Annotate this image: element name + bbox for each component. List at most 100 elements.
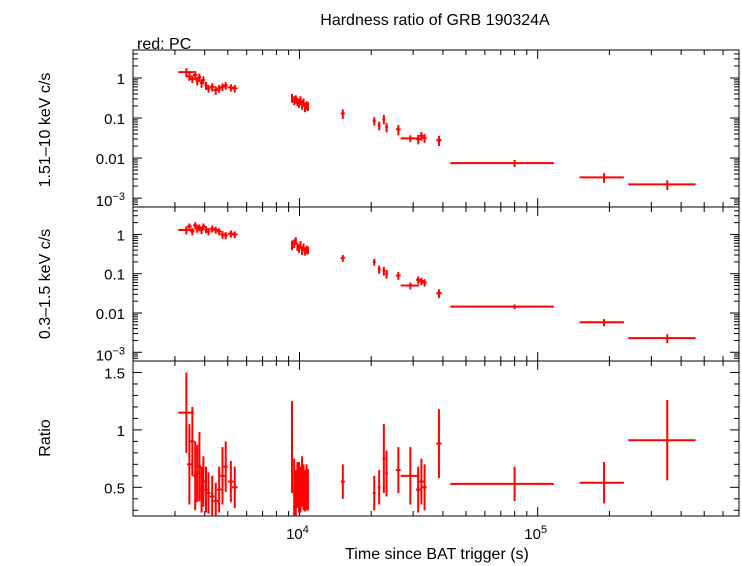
hard-y-tick-label: 0.1 (104, 111, 125, 128)
soft-data-point (195, 225, 199, 233)
hard-data-point (294, 95, 297, 104)
ratio-data-point (290, 401, 294, 494)
chart-title: Hardness ratio of GRB 190324A (320, 12, 550, 29)
soft-data-point (628, 334, 696, 344)
hard-data-point (302, 98, 305, 107)
hard-data-point (415, 134, 421, 145)
soft-data-point (186, 223, 192, 230)
soft-data-point (415, 276, 421, 284)
ratio-y-tick-label: 0.5 (104, 480, 125, 497)
hard-data-point (195, 77, 199, 86)
soft-data-point (201, 223, 205, 230)
hard-data-point (197, 73, 202, 82)
soft-data-point (213, 226, 219, 234)
ratio-data-point (382, 424, 386, 494)
soft-data-point (372, 258, 376, 266)
soft-data-point (294, 237, 297, 245)
hard-data-point (186, 72, 192, 81)
hard-data-point (372, 117, 376, 126)
soft-band-panel: 1 0.1 0.01 10−3 (96, 206, 740, 364)
hard-data-point (306, 102, 309, 111)
ratio-data-point (216, 466, 222, 513)
soft-data-point (450, 304, 554, 310)
soft-data-point (190, 228, 195, 236)
soft-data-point (377, 265, 381, 274)
ratio-y-tick-label: 1 (117, 423, 125, 440)
ratio-data-point (377, 470, 381, 505)
ratio-data-point (195, 444, 199, 503)
hard-data-point (422, 133, 427, 143)
ratio-data-point (178, 372, 194, 453)
ratio-data-point (385, 450, 388, 497)
ratio-data-point (436, 409, 442, 479)
hard-data-point (190, 75, 195, 83)
hard-data-point (209, 83, 215, 92)
soft-y-tick-label: 1 (117, 227, 125, 244)
hard-band-panel: 1 0.1 0.01 10−3 (96, 49, 740, 210)
soft-data-point (436, 289, 442, 299)
soft-data-point (197, 224, 202, 232)
ratio-data-point (294, 470, 297, 516)
ratio-data-point (209, 475, 215, 516)
hard-data-point (178, 68, 194, 78)
ratio-data-point (579, 462, 624, 504)
ratio-data-point (296, 462, 299, 508)
ratio-data-point (628, 400, 696, 481)
x-axis-label: Time since BAT trigger (s) (345, 546, 529, 563)
soft-data-point (299, 241, 302, 250)
hard-data-point (385, 122, 388, 133)
ratio-frame (132, 360, 740, 517)
soft-data-point (206, 228, 211, 236)
ratio-data-point (204, 466, 208, 513)
hard-data-point (340, 109, 345, 119)
hard-data-point (628, 180, 696, 190)
hard-data-point (579, 173, 624, 183)
ratio-data-point (186, 424, 192, 505)
hard-data-point (192, 70, 198, 80)
hard-data-point (206, 84, 211, 93)
hard-y-tick-label: 0.01 (96, 151, 125, 168)
ratio-data-point (419, 458, 424, 505)
soft-data-point (290, 240, 294, 251)
hard-data-point (216, 84, 222, 93)
x-tick-label: 104 (286, 524, 309, 543)
ratio-data-point (395, 447, 401, 494)
hard-data-point (231, 84, 238, 93)
ratio-data-point (231, 466, 238, 508)
soft-band-y-axis-label: 0.3–1.5 keV c/s (37, 229, 54, 339)
soft-data-point (204, 226, 208, 234)
ratio-data-point (340, 464, 345, 499)
ratio-data-point (415, 466, 421, 513)
ratio-y-axis-label: Ratio (37, 419, 54, 456)
hard-band-y-axis-label: 1.51–10 keV c/s (37, 73, 54, 188)
soft-data-point (385, 269, 388, 279)
soft-data-point (306, 246, 309, 255)
hard-data-point (436, 135, 442, 147)
soft-data-point (422, 279, 427, 287)
ratio-data-point (400, 447, 420, 505)
hard-data-point (220, 83, 225, 92)
ratio-data-point (197, 432, 202, 502)
ratio-data-point (206, 472, 211, 514)
soft-data-point (400, 282, 420, 290)
x-tick-labels: 104 105 (286, 524, 547, 543)
hard-data-point (395, 124, 401, 136)
hard-data-point (223, 82, 228, 90)
soft-data-point (223, 232, 228, 240)
hard-data-point (213, 86, 219, 95)
soft-data-point (178, 226, 194, 235)
ratio-data-point (306, 468, 309, 511)
soft-y-tick-label: 0.1 (104, 267, 125, 284)
ratio-panel: 1.5 1 0.5 (104, 360, 740, 517)
ratio-data-point (190, 406, 195, 476)
soft-data-point (419, 277, 424, 286)
ratio-data-point (450, 466, 554, 502)
hard-y-tick-label: 10−3 (96, 191, 125, 210)
hard-data-point (296, 97, 299, 106)
hard-data-point (382, 114, 386, 125)
ratio-data-point (372, 475, 376, 511)
hard-data-point (450, 159, 554, 167)
soft-data-point (579, 319, 624, 327)
hard-data-point (419, 131, 424, 141)
